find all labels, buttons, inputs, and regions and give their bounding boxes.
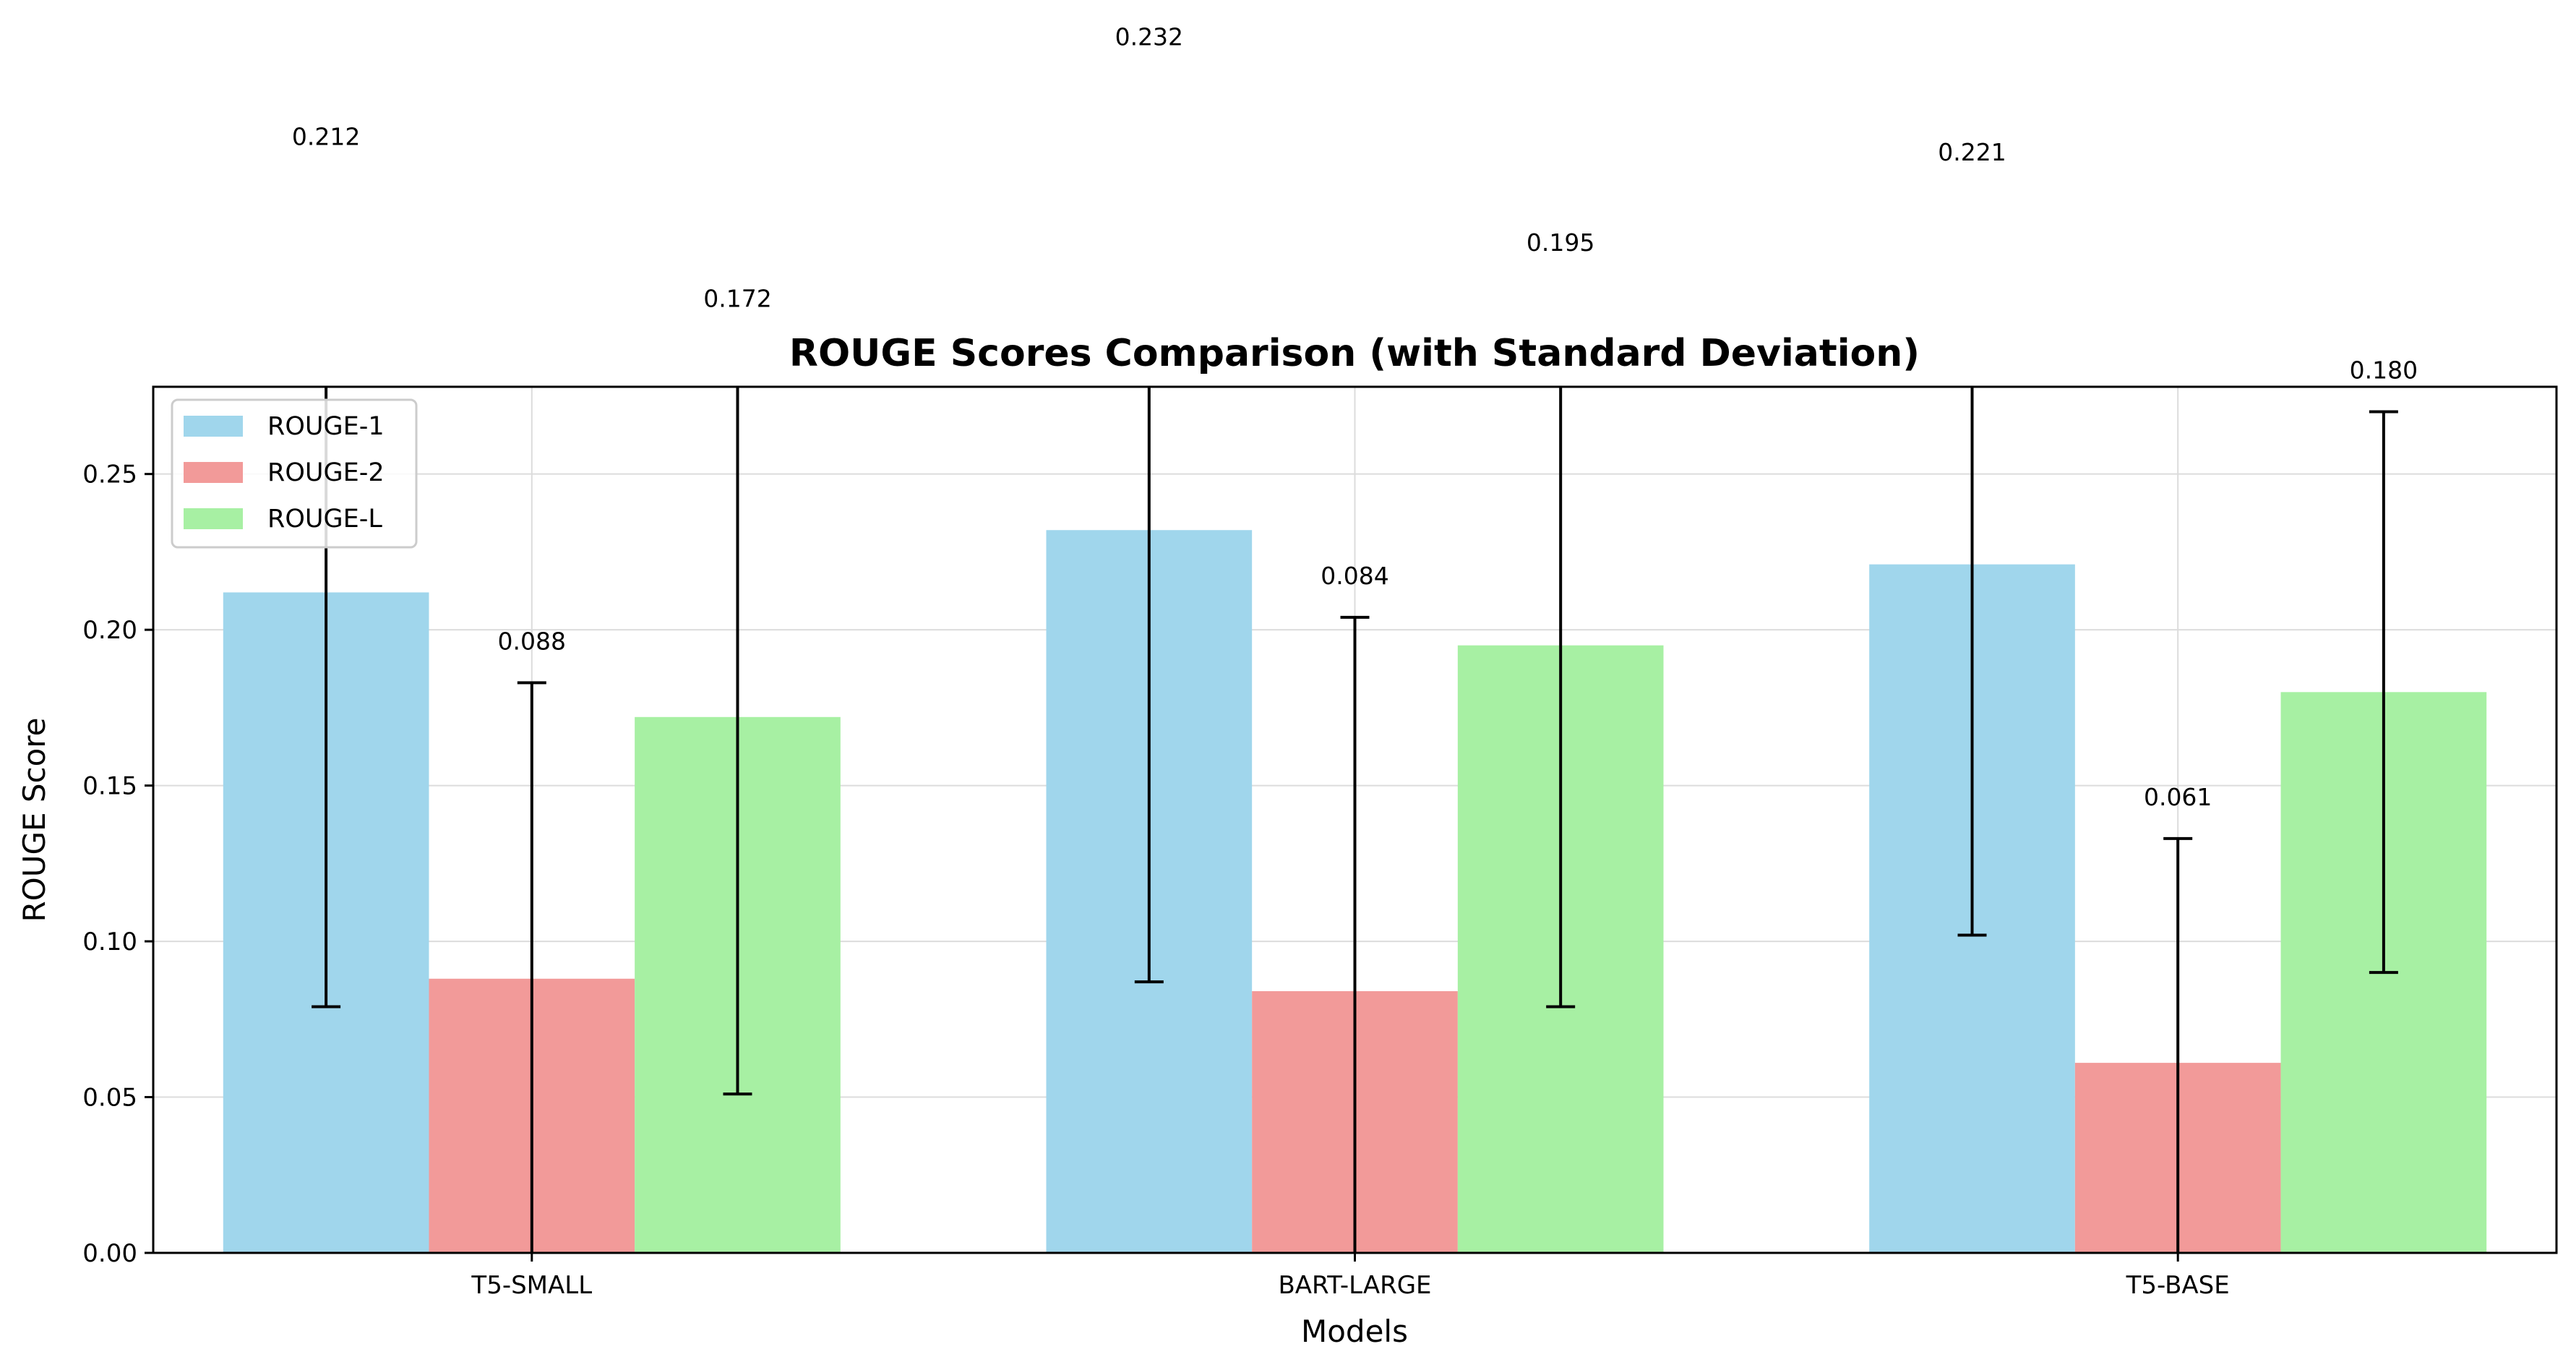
x-axis: T5-SMALL BART-LARGE T5-BASE <box>471 1253 2230 1300</box>
x-tick-label: BART-LARGE <box>1278 1271 1431 1300</box>
y-tick-label: 0.05 <box>82 1084 137 1113</box>
x-axis-label: Models <box>1301 1314 1408 1349</box>
legend-swatch <box>184 462 243 483</box>
x-tick-label: T5-BASE <box>2126 1271 2230 1300</box>
value-label: 0.212 <box>292 122 360 150</box>
y-tick-label: 0.00 <box>82 1239 137 1268</box>
value-label: 0.061 <box>2144 783 2212 811</box>
x-tick-label: T5-SMALL <box>471 1271 592 1300</box>
legend-label: ROUGE-1 <box>267 412 385 441</box>
value-label: 0.084 <box>1321 562 1388 590</box>
y-tick-label: 0.15 <box>82 772 137 801</box>
y-tick-label: 0.20 <box>82 616 137 645</box>
y-axis: 0.00 0.05 0.10 0.15 0.20 0.25 <box>82 461 153 1268</box>
legend-swatch <box>184 508 243 529</box>
value-labels: 0.212 0.232 0.221 0.088 0.084 0.061 0.172 0.195… <box>292 22 2418 810</box>
y-tick-label: 0.10 <box>82 928 137 956</box>
value-label: 0.172 <box>703 284 771 312</box>
legend-label: ROUGE-L <box>267 505 382 534</box>
value-label: 0.195 <box>1527 228 1594 257</box>
value-label: 0.232 <box>1115 22 1183 51</box>
y-tick-label: 0.25 <box>82 461 137 489</box>
error-bars <box>312 387 2398 1253</box>
legend-swatch <box>184 416 243 437</box>
value-label: 0.088 <box>498 627 566 655</box>
y-axis-label: ROUGE Score <box>17 717 52 922</box>
value-label: 0.180 <box>2350 356 2418 384</box>
value-label: 0.221 <box>1938 138 2006 166</box>
legend-label: ROUGE-2 <box>267 458 385 487</box>
legend: ROUGE-1 ROUGE-2 ROUGE-L <box>171 398 418 549</box>
chart-title: ROUGE Scores Comparison (with Standard D… <box>789 332 1920 375</box>
